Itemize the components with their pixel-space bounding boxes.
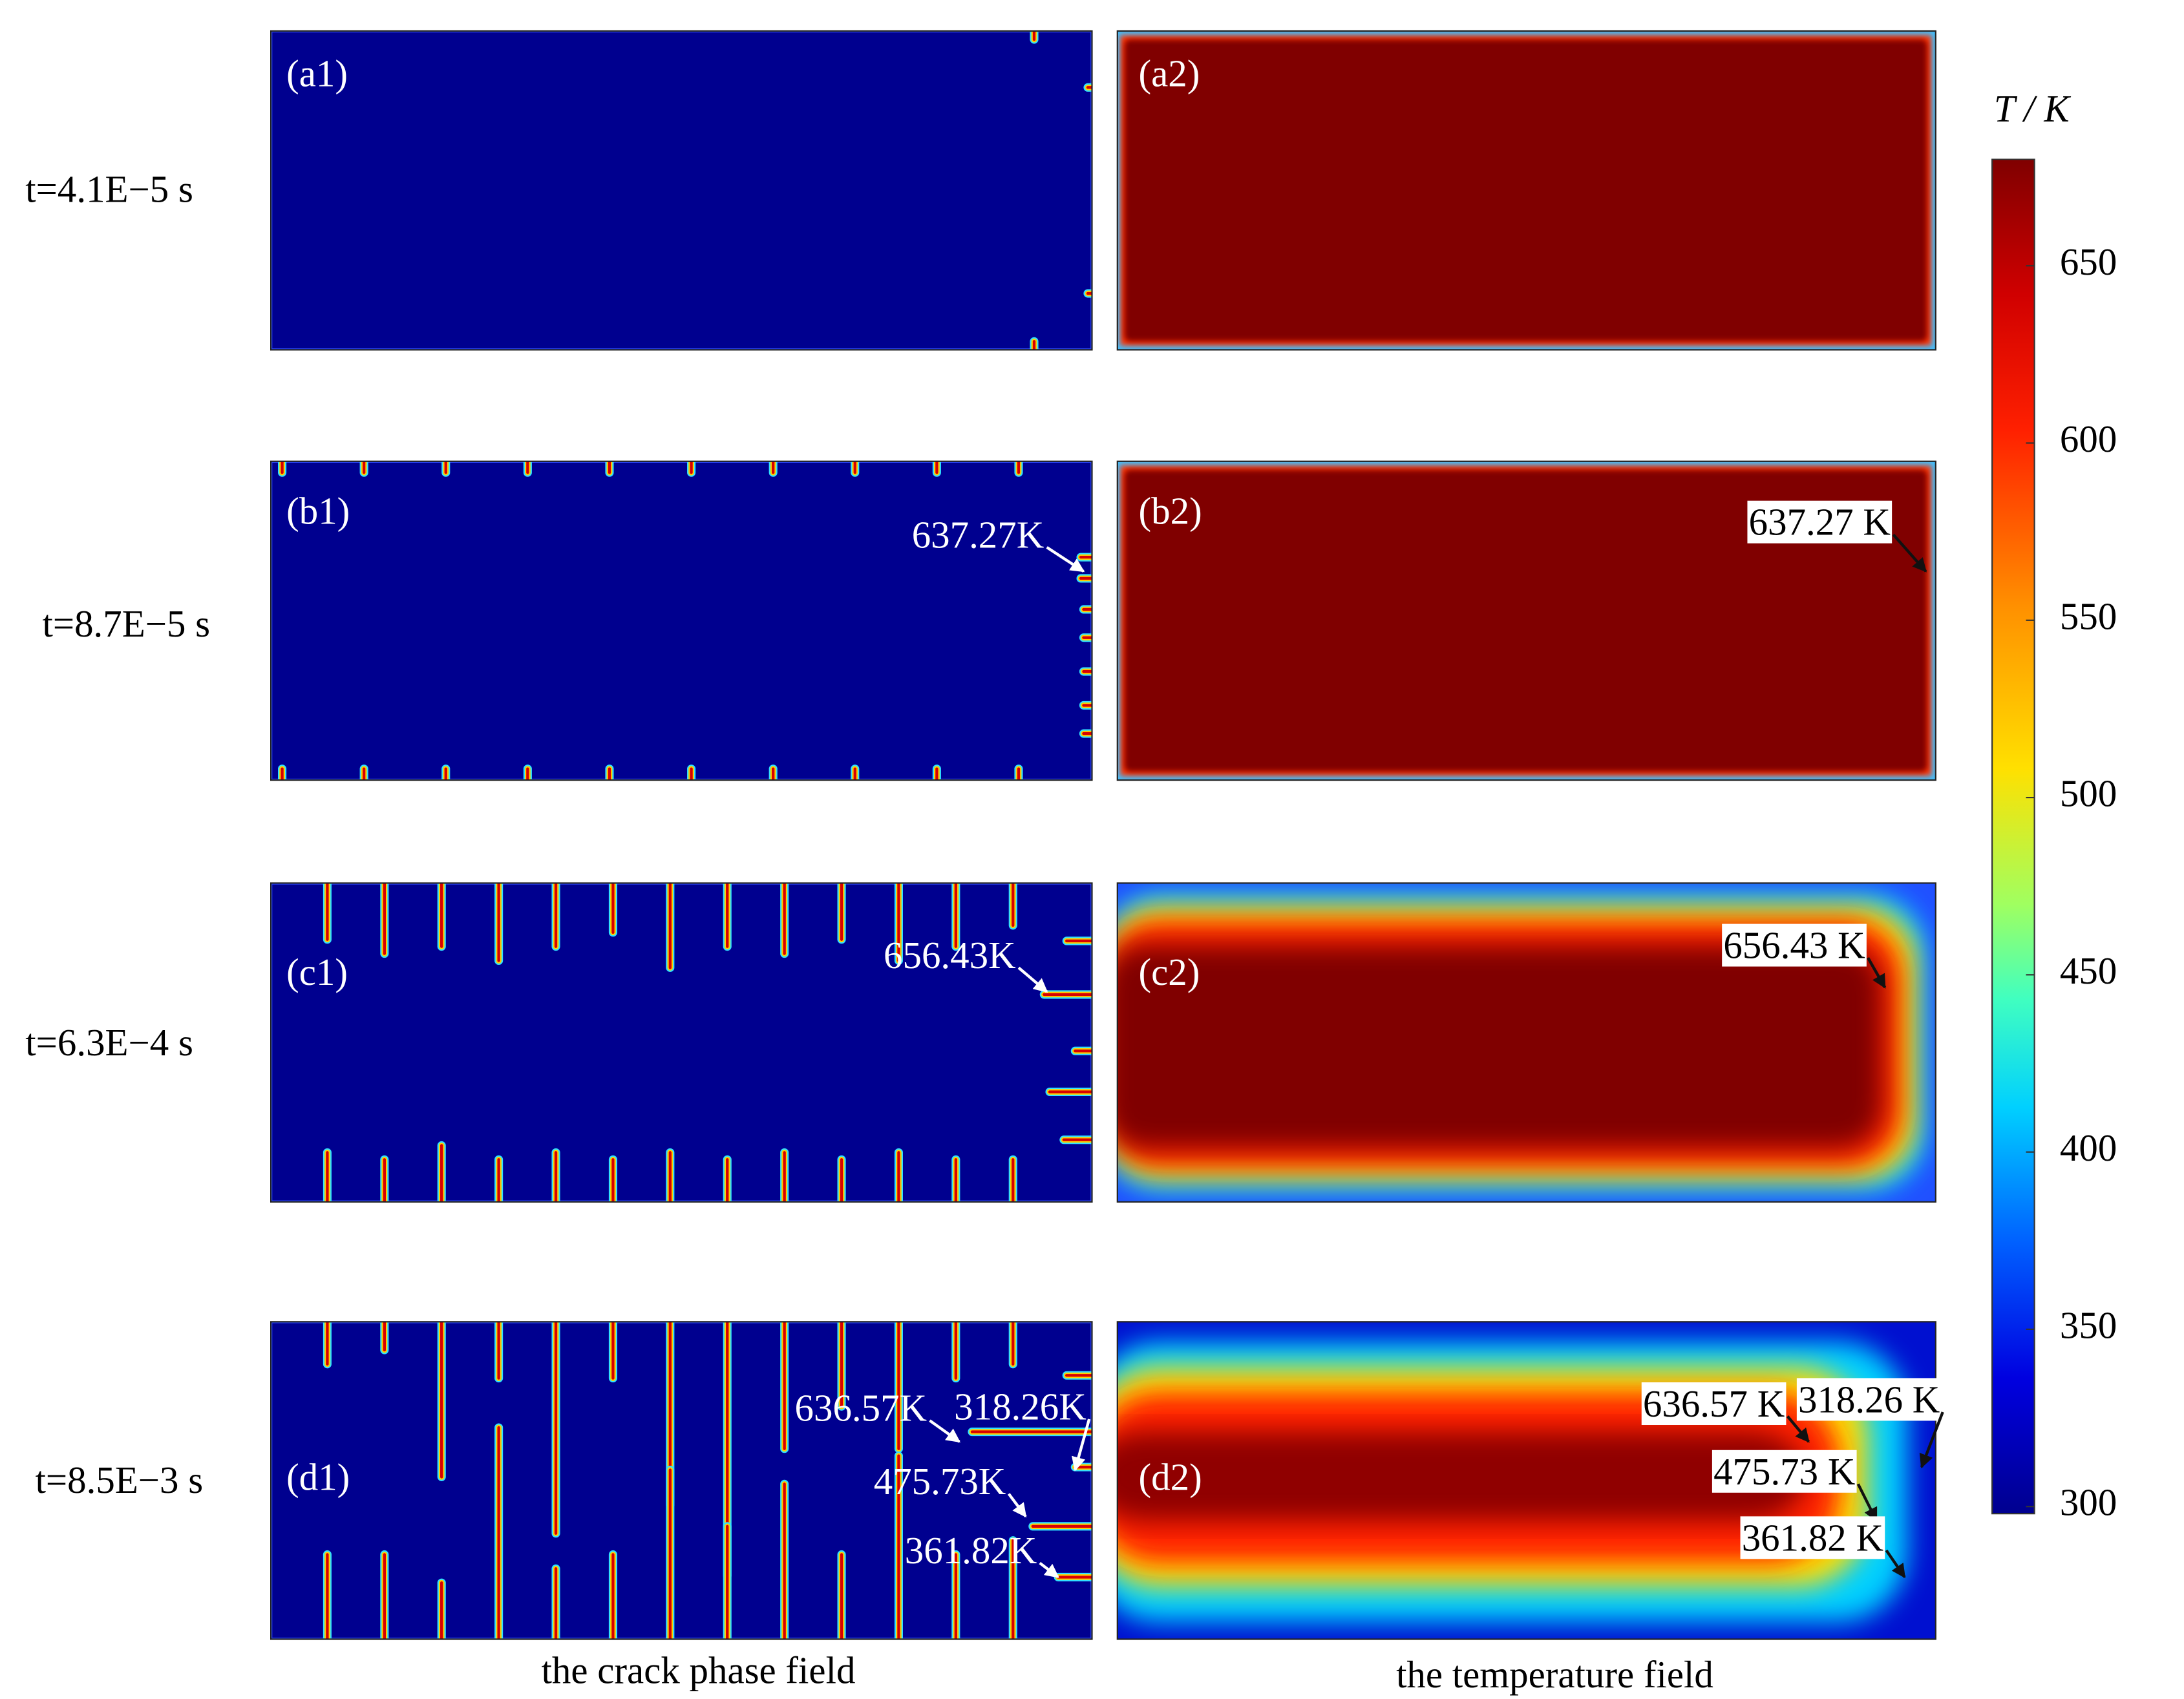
panel-background <box>271 461 1092 781</box>
temperature-layer <box>1124 469 1927 772</box>
colorbar-tick-label: 600 <box>2060 417 2117 460</box>
annotation: 636.57 K <box>1643 1382 1785 1425</box>
time-label: t=4.1E−5 s <box>25 168 193 211</box>
temperature-layer <box>1124 39 1927 342</box>
temperature-panel <box>1117 31 1936 350</box>
annotation-box <box>1641 1382 1786 1425</box>
panel-label: (b2) <box>1139 489 1202 532</box>
annotation-arrow <box>1046 546 1085 573</box>
colorbar-tick-label: 300 <box>2060 1481 2117 1524</box>
temperature-panel <box>1117 883 1936 1202</box>
panel-border <box>270 1321 1093 1640</box>
annotation-box <box>1722 923 1867 967</box>
annotation-box <box>1747 500 1892 543</box>
annotation-arrow <box>1039 1561 1059 1579</box>
annotation: 656.43K <box>884 934 1016 976</box>
annotation-box <box>1740 1516 1885 1559</box>
annotation-arrow <box>1007 1493 1027 1518</box>
annotation-arrow <box>1885 1549 1906 1579</box>
panel-label: (b1) <box>286 489 350 532</box>
panel-border <box>1116 882 1936 1203</box>
colorbar-tick-label: 550 <box>2060 595 2117 637</box>
panel-border <box>270 882 1093 1203</box>
annotation: 637.27 K <box>1749 501 1891 543</box>
colorbar-tick-label: 400 <box>2060 1126 2117 1169</box>
panel-background <box>271 31 1092 350</box>
colorbar-label: T / K <box>1994 87 2072 130</box>
caption-right: the temperature field <box>1396 1653 1713 1696</box>
annotation-arrow <box>1072 1419 1091 1472</box>
panel-border <box>1116 30 1936 351</box>
panel-border <box>1116 460 1936 781</box>
annotation-box <box>1712 1450 1857 1493</box>
annotation-arrow <box>1017 966 1048 993</box>
colorbar-tick-label: 650 <box>2060 240 2117 283</box>
annotation: 361.82K <box>905 1529 1037 1572</box>
panel-label: (d2) <box>1139 1455 1202 1498</box>
colorbar-tick-label: 500 <box>2060 772 2117 815</box>
temperature-layer <box>1117 945 1882 1148</box>
panel-label: (a2) <box>1139 52 1200 95</box>
time-label: t=8.7E−5 s <box>42 602 210 645</box>
panel-border <box>270 460 1093 781</box>
annotation-arrow <box>929 1419 961 1443</box>
annotation: 318.26 K <box>1798 1378 1940 1420</box>
crack-panel <box>271 31 1092 350</box>
temperature-layer <box>1117 1431 1806 1521</box>
annotation: 656.43 K <box>1723 924 1865 967</box>
colorbar <box>1991 158 2035 1515</box>
annotation-box <box>1796 1378 1942 1421</box>
annotation: 636.57K <box>795 1387 928 1430</box>
annotation: 361.82 K <box>1742 1516 1883 1559</box>
annotation-arrow <box>1892 533 1927 573</box>
annotation-arrow <box>1867 957 1887 989</box>
annotation: 475.73 K <box>1713 1450 1855 1493</box>
caption-left: the crack phase field <box>542 1649 856 1692</box>
crack-panel <box>271 461 1092 781</box>
crack-panel <box>271 1322 1092 1640</box>
panel-label: (a1) <box>286 52 348 95</box>
panel-label: (c2) <box>1139 951 1200 993</box>
panel-background <box>271 883 1092 1202</box>
panel-label: (c1) <box>286 951 348 993</box>
annotation-arrow <box>1786 1415 1810 1443</box>
crack-panel <box>271 883 1092 1202</box>
annotation-arrow <box>1856 1483 1878 1523</box>
time-label: t=8.5E−3 s <box>36 1459 204 1501</box>
annotation-arrow <box>1919 1411 1944 1469</box>
annotation: 475.73K <box>874 1460 1006 1503</box>
panel-border <box>270 30 1093 351</box>
colorbar-tick-label: 350 <box>2060 1303 2117 1346</box>
panel-label: (d1) <box>286 1455 350 1498</box>
annotation: 637.27K <box>912 513 1044 556</box>
colorbar-tick-label: 450 <box>2060 949 2117 992</box>
annotation: 318.26K <box>954 1385 1087 1428</box>
panel-border <box>1116 1321 1936 1640</box>
time-label: t=6.3E−4 s <box>25 1021 193 1064</box>
